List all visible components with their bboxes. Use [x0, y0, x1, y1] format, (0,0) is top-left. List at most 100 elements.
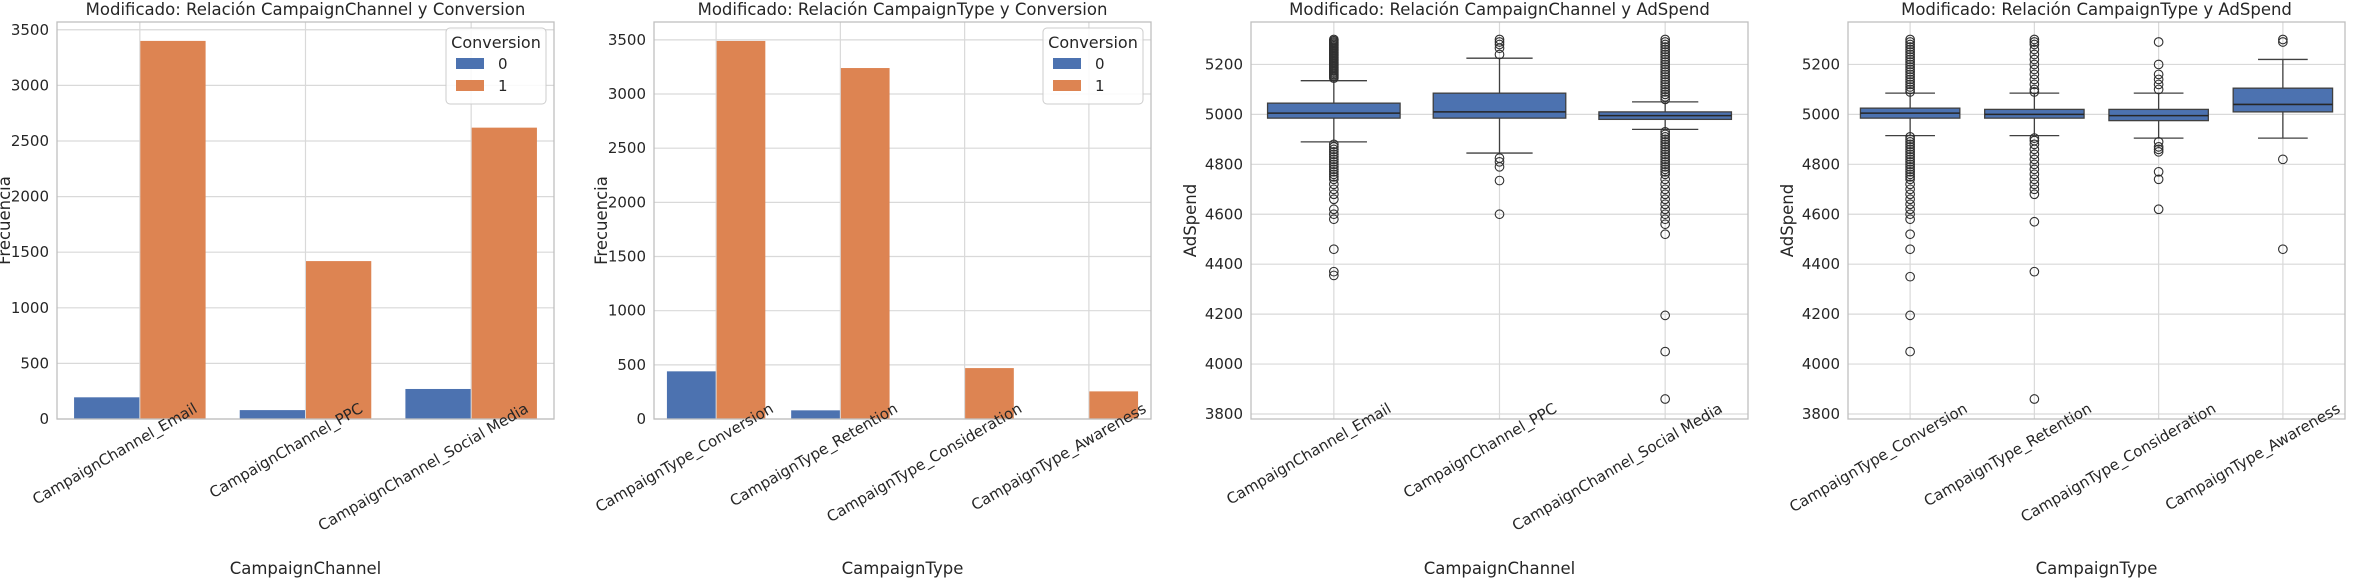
outlier-point	[1328, 159, 1339, 170]
outlier-point	[1660, 159, 1671, 170]
outlier-point	[1905, 37, 1915, 47]
outlier-point	[1660, 136, 1671, 147]
outlier-point	[2029, 169, 2040, 180]
outlier-point	[1494, 175, 1505, 186]
outlier-point	[1905, 87, 1915, 97]
outlier-point	[1660, 166, 1671, 177]
y-tick-label: 3000	[608, 85, 646, 103]
outlier-point	[1905, 139, 1915, 150]
legend-swatch	[1053, 80, 1081, 91]
y-tick-label: 5200	[1802, 55, 1840, 73]
y-tick-label: 4400	[1205, 255, 1243, 273]
box-1	[1859, 34, 1961, 357]
outlier-point	[1905, 156, 1915, 167]
outlier-point	[1905, 84, 1915, 95]
outlier-point	[2153, 84, 2164, 95]
y-tick-label: 4600	[1802, 205, 1840, 223]
outlier-point	[2029, 34, 2040, 45]
outlier-point	[1328, 244, 1339, 255]
outlier-point	[1494, 39, 1505, 50]
outlier-point	[1328, 151, 1339, 162]
outlier-point	[1494, 43, 1505, 54]
outlier-point	[1905, 47, 1915, 57]
outlier-point	[1905, 154, 1915, 165]
outlier-point	[1905, 189, 1915, 200]
plot-frame	[1250, 21, 1749, 420]
outlier-point	[2153, 146, 2164, 157]
outlier-point	[1660, 49, 1671, 60]
outlier-point	[1905, 346, 1915, 357]
outlier-point	[1905, 310, 1915, 321]
outlier-point	[1660, 127, 1671, 137]
outlier-point	[1660, 169, 1671, 180]
outlier-point	[1905, 169, 1915, 180]
outlier-point	[1328, 214, 1339, 225]
outlier-point	[1328, 266, 1339, 277]
outlier-point	[1905, 166, 1915, 177]
outlier-point	[1660, 139, 1671, 150]
outlier-point	[1494, 209, 1505, 220]
bar-0-1	[666, 371, 716, 419]
outlier-point	[2029, 37, 2040, 47]
outlier-point	[2029, 64, 2040, 75]
outlier-point	[1660, 141, 1671, 152]
outlier-point	[1660, 154, 1671, 165]
outlier-point	[2153, 59, 2164, 70]
x-tick-label: CampaignChannel_Email	[1223, 399, 1394, 509]
outlier-point	[1660, 54, 1671, 65]
outlier-point	[1494, 156, 1505, 167]
outlier-point	[1660, 67, 1671, 77]
outlier-point	[1660, 194, 1671, 205]
x-tick-label: CampaignChannel_PPC	[1400, 399, 1560, 502]
outlier-point	[1328, 73, 1339, 84]
y-tick-label: 0	[39, 410, 49, 428]
outlier-point	[1660, 52, 1671, 62]
outlier-point	[1660, 146, 1671, 157]
outlier-point	[2153, 79, 2164, 90]
outlier-point	[1905, 77, 1915, 87]
outlier-point	[1905, 271, 1915, 282]
outlier-point	[2029, 174, 2040, 185]
outlier-point	[1660, 44, 1671, 55]
outlier-point	[1905, 74, 1915, 85]
bar-1-3	[471, 127, 537, 419]
y-tick-label: 3800	[1802, 405, 1840, 423]
y-tick-label: 1500	[608, 248, 646, 266]
y-tick-label: 3500	[11, 21, 49, 39]
outlier-point	[1905, 49, 1915, 60]
outlier-point	[1905, 39, 1915, 50]
bar-0-2	[791, 410, 840, 419]
bar-1-2	[840, 68, 890, 419]
outlier-point	[2029, 87, 2040, 97]
y-tick-label: 4000	[1802, 355, 1840, 373]
box-1	[1266, 34, 1401, 281]
y-tick-label: 5000	[1205, 105, 1243, 123]
outlier-point	[1660, 39, 1671, 50]
outlier-point	[2029, 216, 2040, 227]
legend-label: 1	[1095, 77, 1105, 95]
outlier-point	[2153, 136, 2164, 147]
outlier-point	[1905, 132, 1915, 142]
outlier-point	[1328, 156, 1339, 167]
outlier-point	[1905, 244, 1915, 255]
outlier-point	[1660, 87, 1671, 97]
chart-panel-1: 0 500 1000 1500 2000 2500 3000 3500 CampaignChan…	[0, 0, 555, 578]
outlier-point	[1905, 136, 1915, 147]
outlier-point	[1905, 54, 1915, 65]
legend-swatch	[456, 80, 484, 91]
outlier-point	[1660, 161, 1671, 172]
outlier-point	[1328, 166, 1339, 177]
y-tick-label: 4400	[1802, 255, 1840, 273]
y-tick-label: 3500	[608, 31, 646, 49]
outlier-point	[2029, 159, 2040, 170]
outlier-point	[1660, 72, 1671, 82]
y-tick-label: 5200	[1205, 55, 1243, 73]
outlier-point	[1660, 92, 1671, 102]
outlier-point	[1660, 179, 1671, 190]
y-tick-label: 4000	[1205, 355, 1243, 373]
y-tick-label: 4800	[1205, 155, 1243, 173]
outlier-point	[1905, 72, 1915, 82]
y-tick-label: 3800	[1205, 405, 1243, 423]
outlier-point	[2029, 266, 2040, 277]
outlier-point	[2029, 189, 2040, 200]
